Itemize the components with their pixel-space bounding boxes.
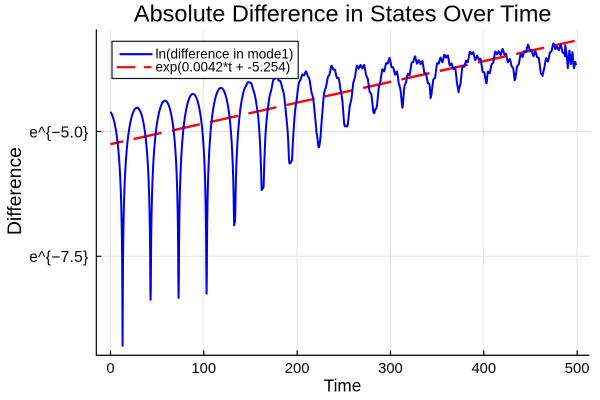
- svg-text:0: 0: [106, 361, 114, 377]
- svg-text:500: 500: [565, 361, 590, 377]
- svg-text:Absolute Difference in States: Absolute Difference in States Over Time: [134, 0, 552, 26]
- svg-text:400: 400: [471, 361, 496, 377]
- svg-text:200: 200: [285, 361, 310, 377]
- svg-text:Difference: Difference: [4, 147, 26, 235]
- svg-text:Time: Time: [324, 376, 362, 396]
- svg-text:100: 100: [191, 361, 216, 377]
- svg-text:e^{−5.0}: e^{−5.0}: [29, 124, 88, 141]
- svg-text:e^{−7.5}: e^{−7.5}: [29, 249, 88, 266]
- svg-text:ln(difference in mode1): ln(difference in mode1): [156, 47, 294, 62]
- svg-text:exp(0.0042*t + -5.254): exp(0.0042*t + -5.254): [156, 60, 291, 75]
- svg-text:300: 300: [378, 361, 403, 377]
